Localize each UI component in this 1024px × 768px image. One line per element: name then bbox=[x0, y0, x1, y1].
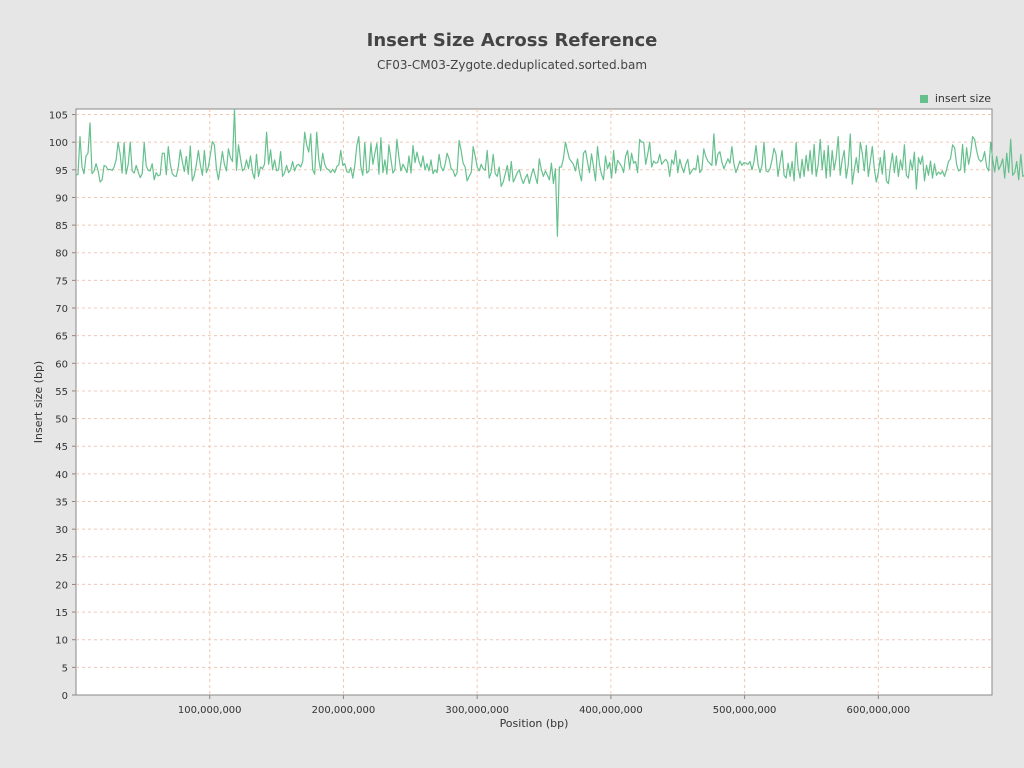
y-tick-label: 15 bbox=[55, 608, 68, 619]
series-layer bbox=[75, 108, 1024, 237]
legend-swatch bbox=[919, 94, 928, 103]
grid bbox=[76, 109, 992, 695]
y-tick-label: 50 bbox=[55, 415, 68, 426]
y-tick-label: 85 bbox=[55, 221, 68, 232]
y-tick-label: 30 bbox=[55, 525, 68, 536]
y-tick-label: 45 bbox=[55, 442, 68, 453]
y-tick-label: 105 bbox=[49, 111, 68, 122]
x-tick-label: 600,000,000 bbox=[847, 705, 911, 716]
axes: 0 5 10 15 20 25 30 35 40 45 50 55 60 65 70 75 80 85 90 95 10… bbox=[49, 111, 910, 716]
legend-label: insert size bbox=[934, 92, 991, 105]
y-axis-label: Insert size (bp) bbox=[32, 361, 45, 443]
plot-area bbox=[75, 108, 993, 696]
y-tick-label: 95 bbox=[55, 166, 68, 177]
y-tick-label: 70 bbox=[55, 304, 68, 315]
legend: insert size bbox=[919, 92, 991, 105]
y-tick-label: 90 bbox=[55, 193, 68, 204]
x-tick-label: 300,000,000 bbox=[445, 705, 509, 716]
x-axis-label: Position (bp) bbox=[500, 717, 569, 730]
y-tick-label: 65 bbox=[55, 332, 68, 343]
y-tick-label: 75 bbox=[55, 276, 68, 287]
y-tick-label: 5 bbox=[62, 663, 68, 674]
x-tick-label: 400,000,000 bbox=[579, 705, 643, 716]
chart-subtitle: CF03-CM03-Zygote.deduplicated.sorted.bam bbox=[376, 58, 648, 72]
y-tick-label: 35 bbox=[55, 498, 68, 509]
y-tick-label: 80 bbox=[55, 249, 68, 260]
y-tick-label: 10 bbox=[55, 636, 68, 647]
series-line-insert-size bbox=[75, 108, 1024, 237]
y-tick-label: 0 bbox=[62, 691, 68, 702]
y-tick-label: 100 bbox=[49, 138, 68, 149]
y-tick-label: 20 bbox=[55, 580, 68, 591]
y-tick-label: 60 bbox=[55, 359, 68, 370]
x-tick-label: 200,000,000 bbox=[312, 705, 376, 716]
chart-title: Insert Size Across Reference bbox=[366, 30, 658, 51]
y-tick-label: 55 bbox=[55, 387, 68, 398]
x-tick-label: 100,000,000 bbox=[178, 705, 242, 716]
y-tick-label: 25 bbox=[55, 553, 68, 564]
y-tick-label: 40 bbox=[55, 470, 68, 481]
x-tick-label: 500,000,000 bbox=[713, 705, 777, 716]
